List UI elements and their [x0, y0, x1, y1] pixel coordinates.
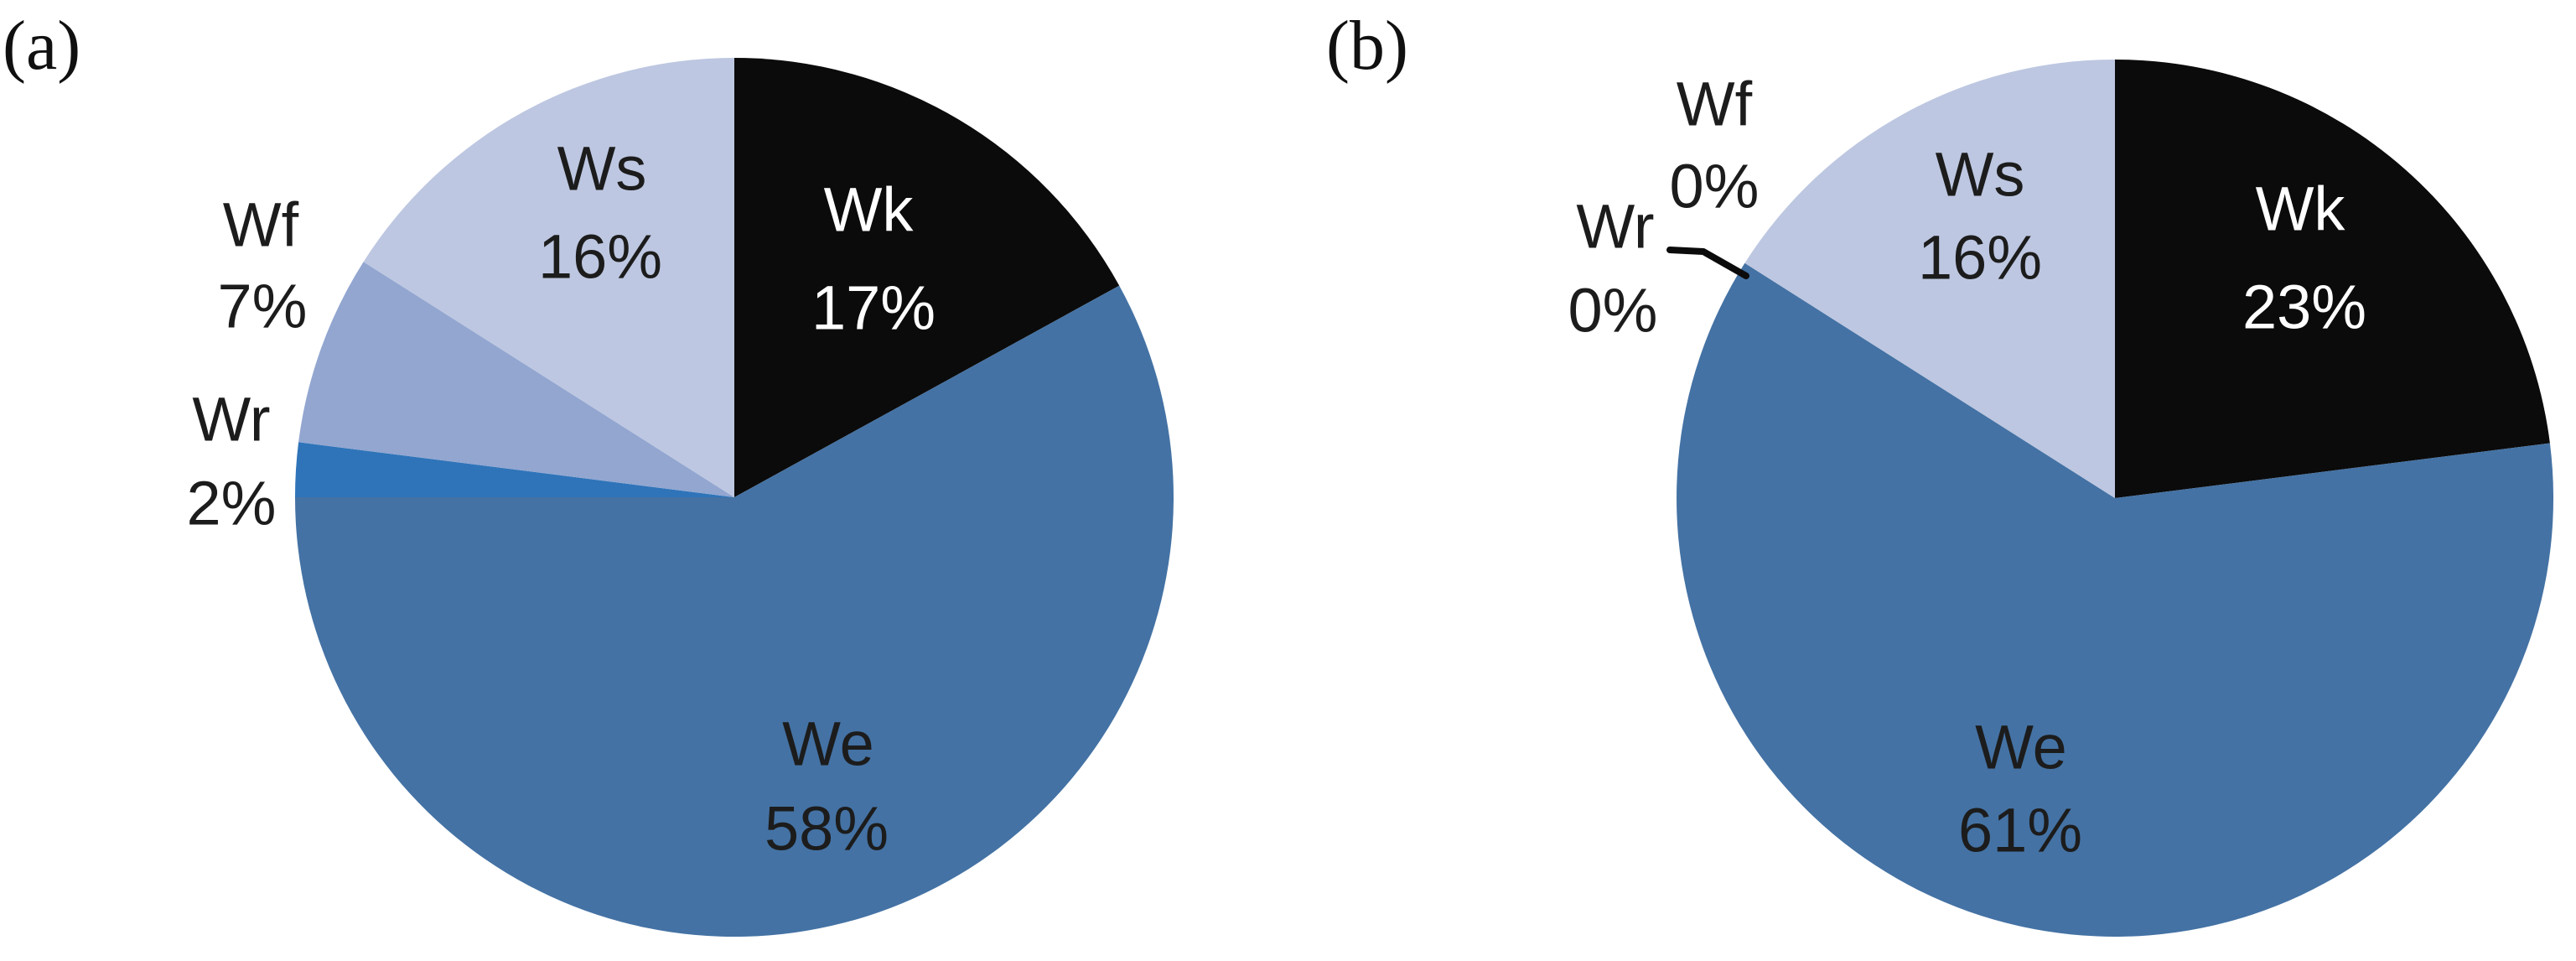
pie-pct-wk: 17% — [811, 273, 936, 343]
pie-label-wk: Wk — [824, 175, 915, 245]
pie-label-wr: Wr — [192, 385, 270, 455]
pie-label-we: We — [1975, 713, 2067, 782]
pie-slice-we — [295, 285, 1174, 938]
pie-slice-ws — [1744, 60, 2115, 498]
pie-pct-wr: 2% — [187, 469, 277, 538]
pie-slice-wk — [734, 58, 1120, 497]
pie-label-we: We — [782, 709, 874, 779]
pie-label-wk: Wk — [2256, 174, 2346, 244]
pie-pct-ws: 16% — [1918, 223, 2042, 293]
pie-label-ws: Ws — [1936, 140, 2025, 210]
pie-label-wr: Wr — [1576, 192, 1654, 262]
panel-tag-b: (b) — [1326, 7, 1408, 85]
pie-pct-wk: 23% — [2242, 273, 2366, 342]
pie-slice-wf — [298, 262, 735, 497]
leader-line-wr — [1666, 247, 1749, 279]
panel-tag-a: (a) — [3, 7, 80, 85]
pie-slice-ws — [363, 58, 734, 497]
pie-label-wf: Wf — [223, 190, 299, 260]
pie-pct-ws: 16% — [538, 222, 662, 292]
pie-label-ws: Ws — [557, 134, 647, 204]
pie-pct-wf: 7% — [218, 272, 308, 341]
pie-slice-wr — [294, 442, 735, 497]
pie-label-wf: Wf — [1677, 70, 1753, 139]
pie-pct-we: 58% — [765, 794, 889, 864]
pie-slice-we — [1677, 262, 2554, 937]
pie-pct-wf: 0% — [1670, 152, 1760, 221]
pie-pct-wr: 0% — [1568, 276, 1658, 345]
pie-chart-a: Wk 17% We 58% Wr 2% Wf 7% Ws 16% — [187, 58, 1174, 938]
pie-slice-wk — [2115, 60, 2550, 498]
pie-pct-we: 61% — [1958, 796, 2082, 865]
